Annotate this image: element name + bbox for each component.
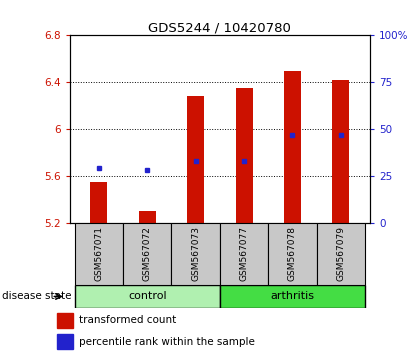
Bar xyxy=(316,223,365,285)
Bar xyxy=(268,223,316,285)
Text: transformed count: transformed count xyxy=(79,315,176,325)
Text: GSM567077: GSM567077 xyxy=(240,227,249,281)
Text: GSM567078: GSM567078 xyxy=(288,227,297,281)
Bar xyxy=(57,313,74,327)
Bar xyxy=(123,223,171,285)
Text: percentile rank within the sample: percentile rank within the sample xyxy=(79,337,255,347)
Text: GSM567071: GSM567071 xyxy=(95,227,104,281)
Bar xyxy=(220,285,365,308)
Text: control: control xyxy=(128,291,166,302)
Bar xyxy=(220,223,268,285)
Bar xyxy=(90,182,107,223)
Bar xyxy=(332,80,349,223)
Bar xyxy=(284,70,301,223)
Text: GSM567073: GSM567073 xyxy=(191,227,200,281)
Bar xyxy=(139,211,156,223)
Bar xyxy=(236,88,252,223)
Bar xyxy=(75,223,123,285)
Text: arthritis: arthritis xyxy=(270,291,314,302)
Bar xyxy=(75,285,220,308)
Bar xyxy=(171,223,220,285)
Title: GDS5244 / 10420780: GDS5244 / 10420780 xyxy=(148,21,291,34)
Bar xyxy=(57,334,74,349)
Text: GSM567072: GSM567072 xyxy=(143,227,152,281)
Bar xyxy=(187,96,204,223)
Text: GSM567079: GSM567079 xyxy=(336,227,345,281)
Text: disease state: disease state xyxy=(2,291,72,302)
